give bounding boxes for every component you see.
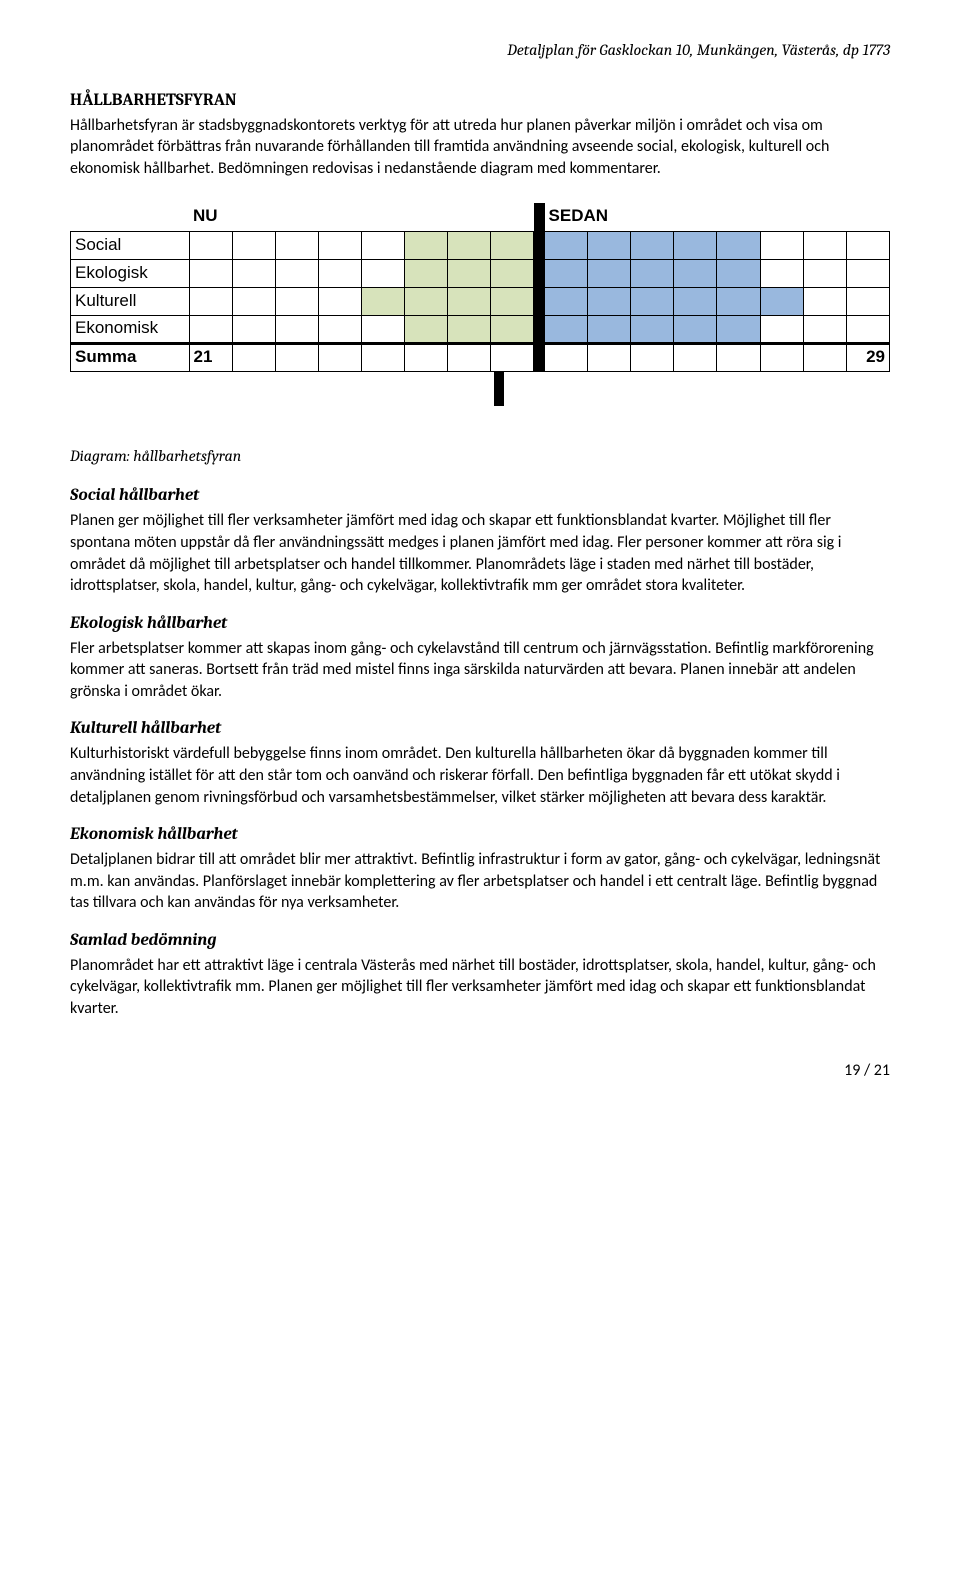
chart-summa-row: Summa21 29 [71, 343, 890, 371]
subhead-social: Social hållbarhet [70, 485, 890, 508]
page-number: 19 / 21 [70, 1060, 890, 1082]
body-ekologisk: Fler arbetsplatser kommer att skapas ino… [70, 638, 890, 703]
body-samlad: Planområdet har ett attraktivt läge i ce… [70, 955, 890, 1020]
chart-row: Ekologisk [71, 259, 890, 287]
chart-summa-label: Summa [71, 343, 190, 371]
chart-row: Kulturell [71, 287, 890, 315]
chart-row-label: Ekonomisk [71, 315, 190, 343]
chart-row: Ekonomisk [71, 315, 890, 343]
chart-row: Social [71, 231, 890, 259]
chart-header-nu: NU [189, 203, 534, 231]
hallbarhetsfyran-diagram: NU SEDAN SocialEkologiskKulturellEkonomisk… [70, 203, 890, 406]
chart-summa-nu: 21 [189, 343, 232, 371]
chart-header-sedan: SEDAN [545, 203, 890, 231]
diagram-caption: Diagram: hållbarhetsfyran [70, 446, 890, 468]
body-social: Planen ger möjlighet till fler verksamhe… [70, 510, 890, 596]
chart-table: NU SEDAN SocialEkologiskKulturellEkonomisk… [70, 203, 890, 372]
body-kulturell: Kulturhistoriskt värdefull bebyggelse fi… [70, 743, 890, 808]
chart-row-label: Social [71, 231, 190, 259]
intro-paragraph: Hållbarhetsfyran är stadsbyggnadskontore… [70, 115, 890, 180]
document-header-title: Detaljplan för Gasklockan 10, Munkängen,… [70, 40, 890, 62]
section-title-hallbarhetsfyran: HÅLLBARHETSFYRAN [70, 90, 890, 113]
subhead-kulturell: Kulturell hållbarhet [70, 718, 890, 741]
chart-row-label: Kulturell [71, 287, 190, 315]
body-ekonomisk: Detaljplanen bidrar till att området bli… [70, 849, 890, 914]
subhead-ekonomisk: Ekonomisk hållbarhet [70, 824, 890, 847]
chart-divider-tail [70, 372, 890, 406]
chart-row-label: Ekologisk [71, 259, 190, 287]
chart-summa-sedan: 29 [846, 343, 889, 371]
subhead-samlad: Samlad bedömning [70, 930, 890, 953]
subhead-ekologisk: Ekologisk hållbarhet [70, 613, 890, 636]
